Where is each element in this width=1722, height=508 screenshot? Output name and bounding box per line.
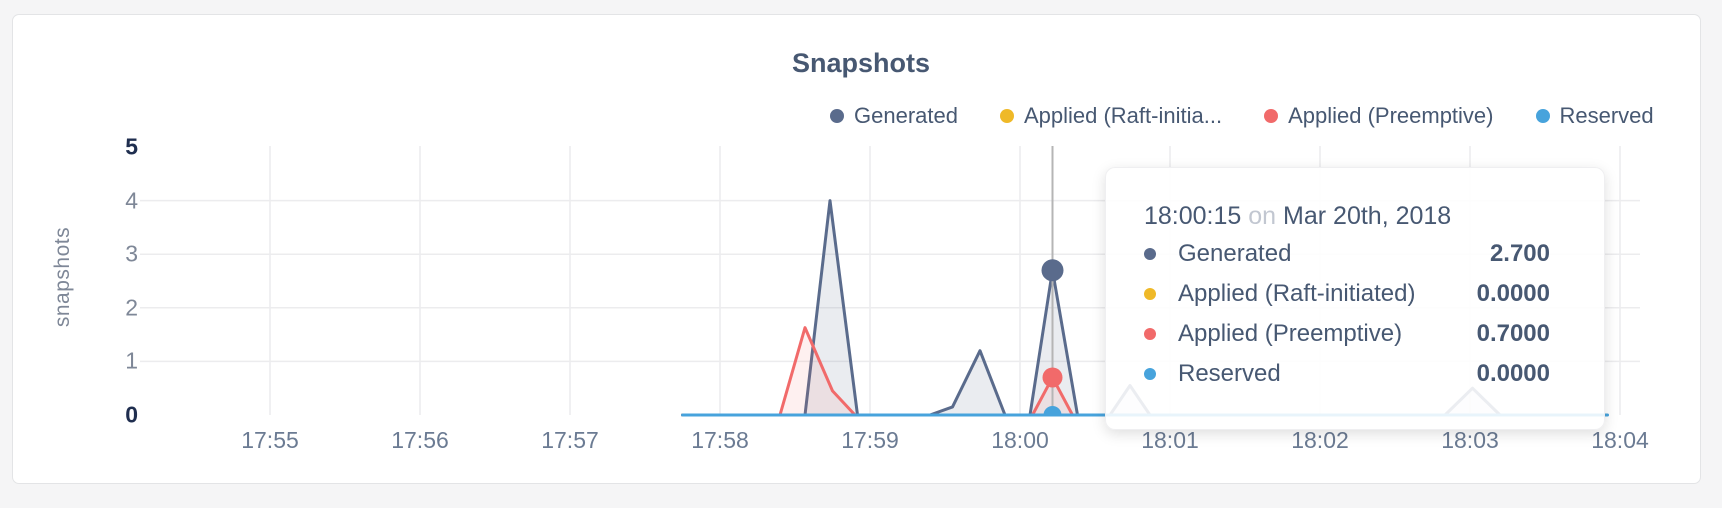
x-axis-tick-label: 18:02 bbox=[1291, 427, 1349, 453]
legend-item-applied-preemptive[interactable]: Applied (Preemptive) bbox=[1264, 103, 1494, 129]
x-axis-tick-label: 18:01 bbox=[1141, 427, 1199, 453]
hover-tooltip: 18:00:15 on Mar 20th, 2018 Generated 2.7… bbox=[1105, 167, 1605, 430]
hover-dot-Reserved bbox=[1043, 406, 1062, 417]
tooltip-row: Applied (Preemptive) 0.7000 bbox=[1144, 314, 1550, 354]
x-axis-tick-label: 17:57 bbox=[541, 427, 599, 453]
hover-dot-Applied (Preemptive) bbox=[1042, 367, 1063, 388]
tooltip-series-label: Reserved bbox=[1178, 360, 1281, 387]
tooltip-series-label: Generated bbox=[1178, 240, 1292, 267]
tooltip-series-value: 2.700 bbox=[1489, 240, 1550, 267]
tooltip-row: Generated 2.700 bbox=[1144, 234, 1550, 274]
legend-item-generated[interactable]: Generated bbox=[830, 103, 958, 129]
chart-title: Snapshots bbox=[791, 48, 931, 78]
tooltip-row: Reserved 0.0000 bbox=[1144, 354, 1550, 394]
tooltip-series-label: Applied (Raft-initiated) bbox=[1178, 280, 1416, 307]
tooltip-time: 18:00:15 bbox=[1144, 202, 1242, 230]
hover-dot-Generated bbox=[1041, 259, 1064, 282]
y-axis-tick-label: 4 bbox=[125, 187, 138, 214]
legend-swatch-icon bbox=[1264, 109, 1279, 123]
y-axis-tick-label: 2 bbox=[125, 294, 138, 321]
y-axis-tick-label: 5 bbox=[125, 133, 138, 160]
legend-swatch-icon bbox=[830, 109, 844, 123]
y-axis-tick-label: 1 bbox=[125, 347, 138, 374]
x-axis-tick-label: 17:56 bbox=[391, 427, 449, 453]
legend-item-reserved[interactable]: Reserved bbox=[1535, 103, 1654, 129]
y-axis-tick-label: 0 bbox=[125, 401, 138, 428]
tooltip-date: Mar 20th, 2018 bbox=[1283, 202, 1452, 230]
y-axis-tick-label: 3 bbox=[125, 240, 138, 267]
x-axis-tick-label: 17:55 bbox=[241, 427, 299, 453]
series-swatch-icon bbox=[1144, 368, 1156, 380]
legend-item-applied-raft[interactable]: Applied (Raft-initia... bbox=[999, 103, 1223, 129]
tooltip-series-value: 0.0000 bbox=[1476, 280, 1550, 307]
tooltip-row: Applied (Raft-initiated) 0.0000 bbox=[1144, 274, 1550, 314]
legend-swatch-icon bbox=[999, 109, 1014, 123]
x-axis-tick-label: 18:04 bbox=[1591, 427, 1649, 453]
x-axis-tick-label: 17:58 bbox=[691, 427, 749, 453]
tooltip-header: 18:00:15 on Mar 20th, 2018 bbox=[1144, 198, 1550, 234]
series-swatch-icon bbox=[1144, 248, 1156, 260]
legend-swatch-icon bbox=[1535, 109, 1550, 123]
x-axis-tick-label: 18:03 bbox=[1441, 427, 1499, 453]
legend-item-label: Generated bbox=[854, 103, 958, 128]
tooltip-series-value: 0.0000 bbox=[1476, 360, 1550, 387]
legend-item-label: Applied (Raft-initia... bbox=[1023, 103, 1223, 128]
legend: Generated Applied (Raft-initia... Applie… bbox=[830, 103, 1654, 129]
legend-item-label: Reserved bbox=[1559, 103, 1654, 128]
tooltip-series-value: 0.7000 bbox=[1476, 320, 1550, 347]
tooltip-series-label: Applied (Preemptive) bbox=[1178, 320, 1403, 347]
legend-item-label: Applied (Preemptive) bbox=[1288, 103, 1494, 128]
tooltip-conjunction: on bbox=[1248, 202, 1277, 230]
series-swatch-icon bbox=[1144, 288, 1156, 300]
series-swatch-icon bbox=[1144, 328, 1156, 340]
x-axis-tick-label: 17:59 bbox=[841, 427, 899, 453]
x-axis-tick-label: 18:00 bbox=[991, 427, 1049, 453]
hover-dots bbox=[1041, 259, 1064, 417]
